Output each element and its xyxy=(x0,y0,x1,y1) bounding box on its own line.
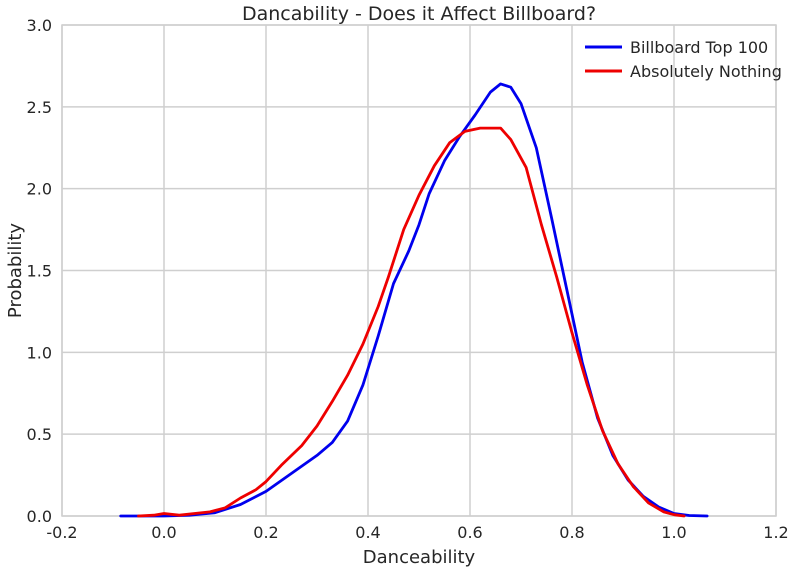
y-tick-label: 3.0 xyxy=(27,16,52,35)
y-tick-label: 2.5 xyxy=(27,98,52,117)
x-axis-label: Danceability xyxy=(363,547,476,568)
x-tick-label: -0.2 xyxy=(46,523,77,542)
x-tick-label: 0.0 xyxy=(151,523,176,542)
y-tick-label: 1.0 xyxy=(27,343,52,362)
y-tick-label: 0.5 xyxy=(27,425,52,444)
y-tick-labels: 0.0 0.5 1.0 1.5 2.0 2.5 3.0 xyxy=(27,16,52,526)
x-tick-label: 0.8 xyxy=(559,523,584,542)
x-tick-label: 0.4 xyxy=(355,523,380,542)
series-line-1 xyxy=(119,82,709,518)
chart-title: Dancability - Does it Affect Billboard? xyxy=(242,3,596,25)
legend: Billboard Top 100 Absolutely Nothing xyxy=(585,38,782,81)
legend-label-1: Billboard Top 100 xyxy=(630,38,768,57)
x-tick-label: 1.2 xyxy=(763,523,788,542)
legend-label-2: Absolutely Nothing xyxy=(630,62,782,81)
y-tick-label: 1.5 xyxy=(27,262,52,281)
y-axis-label: Probability xyxy=(5,223,26,318)
y-tick-label: 0.0 xyxy=(27,507,52,526)
plot-frame xyxy=(61,24,777,517)
x-tick-label: 0.2 xyxy=(253,523,278,542)
y-tick-label: 2.0 xyxy=(27,180,52,199)
series-line-2 xyxy=(137,126,686,518)
y-grid xyxy=(62,24,776,517)
x-tick-label: 1.0 xyxy=(661,523,686,542)
series-layer xyxy=(119,82,709,518)
x-tick-labels: -0.2 0.0 0.2 0.4 0.6 0.8 1.0 1.2 xyxy=(46,523,788,542)
x-tick-label: 0.6 xyxy=(457,523,482,542)
